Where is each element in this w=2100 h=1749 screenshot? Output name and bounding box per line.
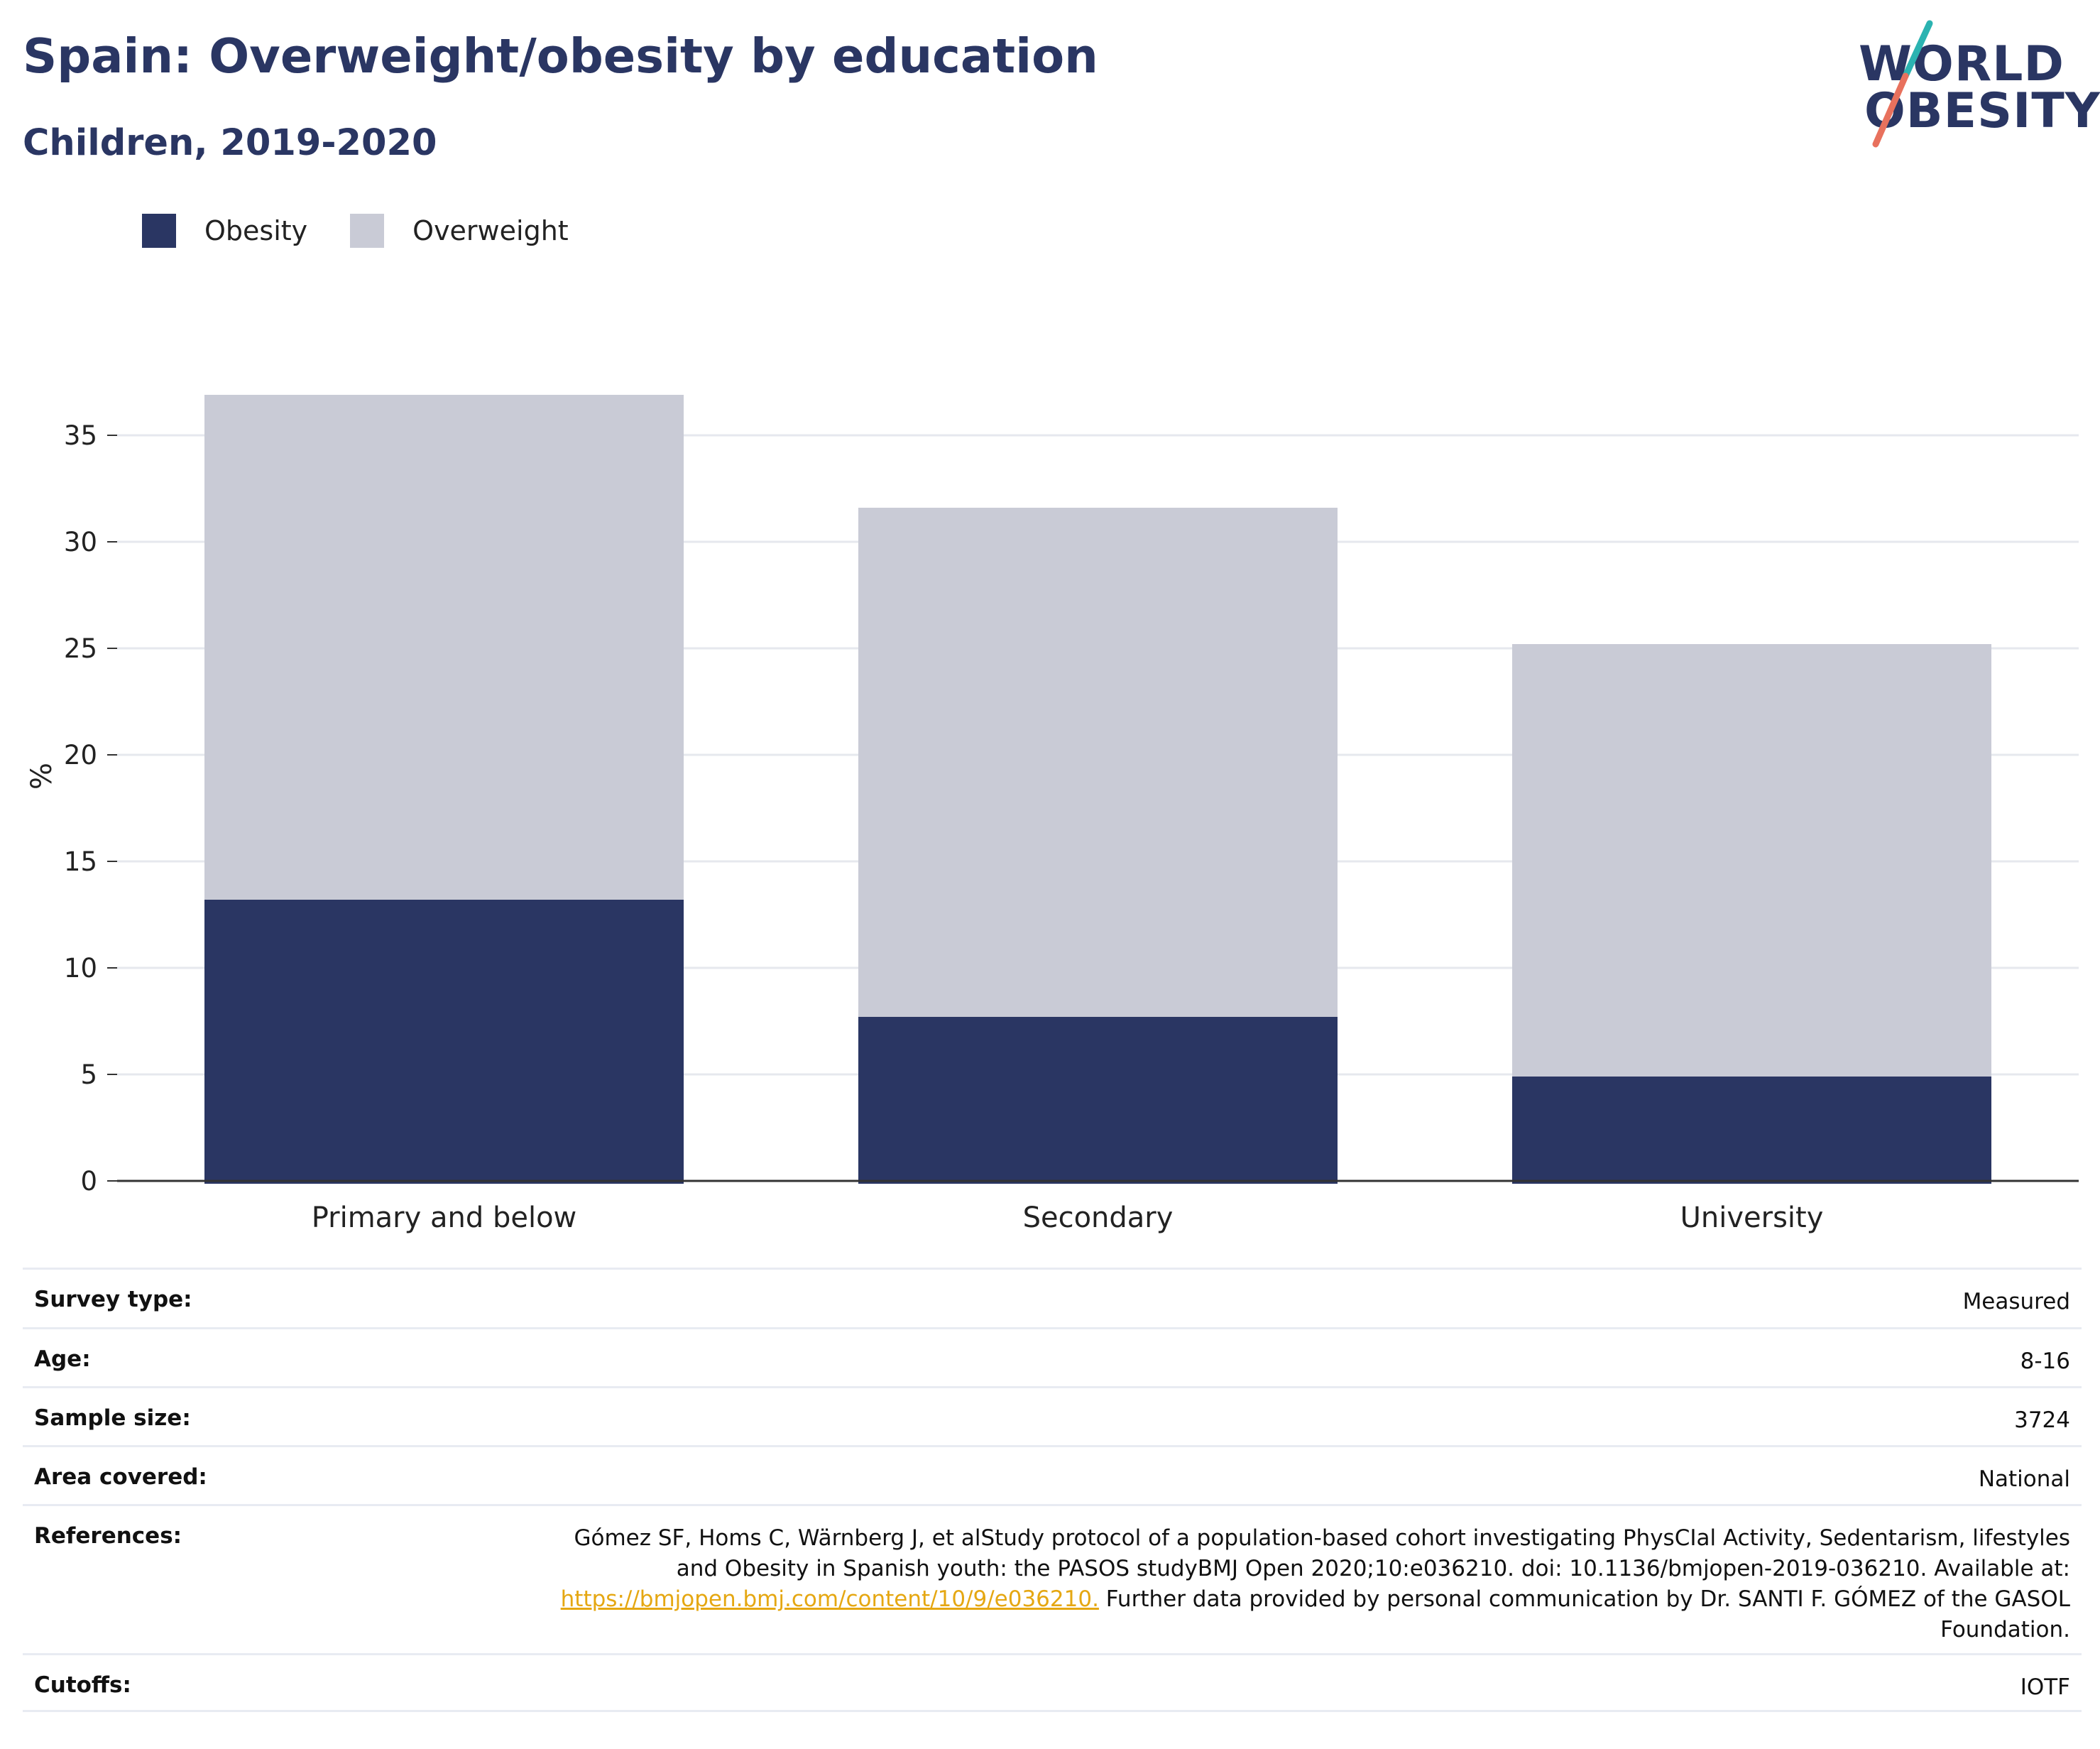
y-axis-label: %: [26, 763, 58, 790]
meta-value: National: [1978, 1466, 2070, 1492]
meta-row-references: References: Gómez SF, Homs C, Wärnberg J…: [23, 1504, 2082, 1653]
meta-row-sample-size: Sample size: 3724: [23, 1386, 2082, 1445]
legend-item-obesity[interactable]: Obesity: [142, 214, 307, 248]
logo-slash-icon: [1872, 20, 1933, 148]
y-tick-label: 20: [64, 740, 97, 770]
legend-swatch-overweight: [350, 214, 385, 248]
reference-text-after: Further data provided by personal commun…: [1098, 1586, 2070, 1642]
legend-swatch-obesity: [142, 214, 176, 248]
y-tick-label: 25: [64, 633, 97, 664]
y-tick-label: 5: [80, 1059, 97, 1090]
bar-overweight-2: [1512, 644, 1991, 1077]
reference-text: Gómez SF, Homs C, Wärnberg J, et alStudy…: [574, 1525, 2070, 1581]
meta-row-area-covered: Area covered: National: [23, 1445, 2082, 1504]
y-tick-label: 30: [64, 527, 97, 557]
reference-link[interactable]: https://bmjopen.bmj.com/content/10/9/e03…: [560, 1586, 1099, 1612]
meta-row-cutoffs: Cutoffs: IOTF: [23, 1653, 2082, 1712]
y-tick-label: 35: [64, 420, 97, 451]
logo-line-1: WORLD: [1859, 36, 2065, 92]
meta-value-references: Gómez SF, Homs C, Wärnberg J, et alStudy…: [544, 1523, 2070, 1645]
legend-label-obesity: Obesity: [204, 215, 308, 246]
meta-value: 3724: [2014, 1407, 2070, 1433]
meta-key: Age:: [34, 1346, 91, 1372]
chart-title: Spain: Overweight/obesity by education: [23, 28, 1098, 84]
meta-key: Cutoffs:: [34, 1672, 131, 1698]
bar-obesity-2: [1512, 1077, 1991, 1184]
meta-key: Survey type:: [34, 1287, 192, 1312]
meta-value: IOTF: [2020, 1674, 2070, 1700]
y-tick-label: 0: [80, 1166, 97, 1197]
meta-key: References:: [34, 1523, 182, 1549]
logo-line-2: OBESITY: [1864, 83, 2100, 139]
meta-row-age: Age: 8-16: [23, 1327, 2082, 1386]
world-obesity-logo: WORLD OBESITY: [1846, 18, 2100, 153]
bar-chart: 0 5 10 15 20 25 30 35% Primary and below Secondar…: [26, 395, 2079, 1234]
bar-obesity-0: [204, 900, 684, 1184]
meta-value: 8-16: [2020, 1348, 2070, 1374]
chart-subtitle: Children, 2019-2020: [23, 122, 437, 164]
x-tick-label: Primary and below: [312, 1202, 577, 1234]
survey-info-table: Survey type: Measured Age: 8-16 Sample s…: [23, 1268, 2082, 1712]
meta-row-survey-type: Survey type: Measured: [23, 1268, 2082, 1327]
x-tick-label: Secondary: [1023, 1202, 1174, 1234]
bar-obesity-1: [858, 1017, 1338, 1184]
y-tick-label: 10: [64, 953, 97, 984]
meta-key: Sample size:: [34, 1405, 191, 1431]
legend-label-overweight: Overweight: [412, 215, 569, 246]
bar-overweight-1: [858, 508, 1338, 1017]
x-tick-label: University: [1680, 1202, 1824, 1234]
meta-value: Measured: [1962, 1289, 2070, 1314]
legend: Obesity Overweight: [142, 213, 611, 249]
bar-overweight-0: [204, 395, 684, 900]
legend-item-overweight[interactable]: Overweight: [350, 214, 569, 248]
y-tick-label: 15: [64, 846, 97, 877]
meta-key: Area covered:: [34, 1464, 207, 1490]
